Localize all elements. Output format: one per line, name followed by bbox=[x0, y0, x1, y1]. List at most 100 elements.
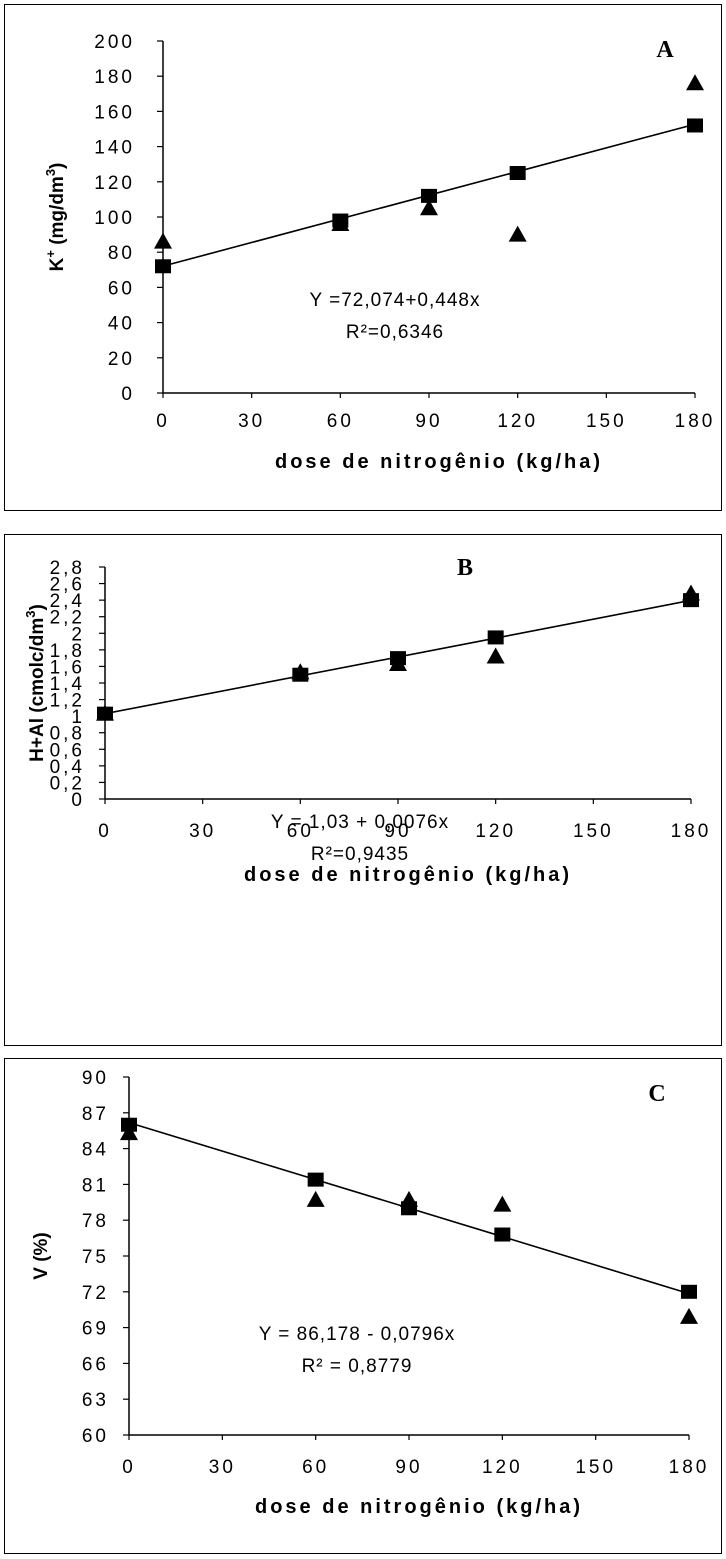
triangle-data-point bbox=[420, 199, 438, 216]
y-tick-label: 63 bbox=[82, 1390, 109, 1411]
triangle-data-point bbox=[306, 1190, 325, 1207]
x-tick-label: 120 bbox=[475, 821, 516, 842]
y-tick-label: 0,6 bbox=[50, 740, 85, 761]
y-tick-label: 66 bbox=[82, 1354, 109, 1375]
triangle-data-point bbox=[120, 1124, 138, 1141]
x-tick-label: 180 bbox=[671, 821, 712, 842]
y-axis-label-part: K bbox=[47, 257, 68, 271]
r-squared-label: R²=0,9435 bbox=[311, 844, 409, 865]
x-tick-label: 180 bbox=[675, 411, 716, 432]
y-tick-label: 75 bbox=[82, 1247, 109, 1268]
y-tick-label: 180 bbox=[94, 67, 135, 88]
y-axis-label-part: H+Al (cmolc/dm bbox=[27, 618, 48, 762]
chart-a-svg: 0 20 40 60 80 100 120 140 160 180 200 0 30 60 90 120 150… bbox=[43, 32, 716, 473]
x-tick-label: 0 bbox=[122, 1457, 136, 1478]
chart-c-svg: 60 63 66 69 72 75 78 81 84 87 90 0 30 60 90 120 150 180 do… bbox=[31, 1068, 706, 1518]
y-tick-label: 81 bbox=[82, 1175, 109, 1196]
y-tick-label: 140 bbox=[94, 138, 135, 159]
y-tick-label: 78 bbox=[82, 1211, 109, 1232]
chart-panel-b: 0 0,2 0,4 0,6 0,8 1 1,2 1,4 1,6 1,8 2 2,2 2,4 2,6 2,8 0… bbox=[4, 534, 722, 1046]
y-tick-label: 0,4 bbox=[50, 757, 85, 778]
x-tick-label: 0 bbox=[98, 821, 112, 842]
y-tick-label: 40 bbox=[108, 314, 135, 335]
triangle-data-point bbox=[400, 1190, 418, 1207]
square-data-point bbox=[687, 118, 703, 133]
y-tick-label: 87 bbox=[82, 1104, 109, 1125]
x-axis-label: dose de nitrogênio (kg/ha) bbox=[255, 1496, 583, 1518]
triangle-data-point bbox=[493, 1195, 512, 1212]
y-tick-label: 2,6 bbox=[50, 575, 85, 596]
y-tick-label: 1,4 bbox=[50, 674, 85, 695]
y-tick-label: 60 bbox=[108, 278, 135, 299]
y-tick-label: 2 bbox=[71, 624, 85, 645]
triangle-data-point bbox=[686, 74, 704, 91]
y-tick-label: 72 bbox=[82, 1283, 109, 1304]
triangle-data-point bbox=[680, 1307, 698, 1324]
x-axis-label: dose de nitrogênio (kg/ha) bbox=[275, 451, 603, 473]
x-tick-label: 0 bbox=[156, 411, 170, 432]
x-tick-label: 120 bbox=[482, 1457, 523, 1478]
y-tick-label: 80 bbox=[108, 243, 135, 264]
y-tick-label: 1,6 bbox=[50, 657, 85, 678]
y-tick-label: 0,2 bbox=[50, 773, 85, 794]
x-tick-label: 60 bbox=[327, 411, 354, 432]
x-tick-label: 90 bbox=[415, 411, 442, 432]
x-tick-label: 60 bbox=[302, 1457, 329, 1478]
y-axis-label: H+Al (cmolc/dm3) bbox=[23, 604, 48, 762]
y-axis-label: K+ (mg/dm3) bbox=[43, 163, 68, 272]
y-axis-label-part: ) bbox=[47, 163, 68, 169]
x-axis-label: dose de nitrogênio (kg/ha) bbox=[244, 864, 572, 886]
y-tick-label: 160 bbox=[94, 102, 135, 123]
y-tick-label: 84 bbox=[82, 1140, 109, 1161]
triangle-data-point bbox=[154, 232, 172, 249]
square-data-point bbox=[155, 259, 171, 274]
y-tick-label: 2,2 bbox=[50, 608, 85, 629]
r-squared-label: R²=0,6346 bbox=[346, 322, 444, 343]
panel-label: B bbox=[457, 555, 473, 581]
x-tick-label: 60 bbox=[287, 821, 314, 842]
y-tick-label: 2,8 bbox=[50, 558, 85, 579]
square-data-point bbox=[509, 166, 526, 180]
triangle-data-point bbox=[682, 584, 700, 601]
y-tick-label: 100 bbox=[94, 208, 135, 229]
x-tick-label: 150 bbox=[586, 411, 627, 432]
y-tick-label: 0 bbox=[121, 384, 135, 405]
regression-equation: Y = 1,03 + 0,0076x bbox=[271, 812, 449, 833]
triangle-data-point bbox=[486, 647, 505, 664]
y-axis-label: V (%) bbox=[31, 1232, 52, 1280]
x-tick-label: 120 bbox=[497, 411, 538, 432]
regression-equation: Y =72,074+0,448x bbox=[310, 290, 481, 311]
triangle-data-point bbox=[291, 663, 310, 680]
square-data-point bbox=[487, 630, 504, 645]
y-tick-label: 60 bbox=[82, 1426, 109, 1447]
triangle-data-point bbox=[508, 225, 527, 242]
triangle-data-point bbox=[331, 215, 350, 232]
chart-panel-c: 60 63 66 69 72 75 78 81 84 87 90 0 30 60 90 120 150 180 do… bbox=[4, 1058, 722, 1554]
y-tick-label: 200 bbox=[94, 32, 135, 53]
y-tick-label: 1 bbox=[71, 707, 85, 728]
panel-label: C bbox=[648, 1081, 665, 1107]
square-data-point bbox=[307, 1172, 324, 1187]
y-tick-label: 0 bbox=[71, 790, 85, 811]
y-axis-label-part: 3 bbox=[23, 610, 38, 617]
x-tick-label: 30 bbox=[238, 411, 265, 432]
x-tick-label: 30 bbox=[209, 1457, 236, 1478]
square-data-point bbox=[421, 188, 437, 203]
x-tick-label: 150 bbox=[575, 1457, 616, 1478]
regression-equation: Y = 86,178 - 0,0796x bbox=[259, 1324, 456, 1345]
y-tick-label: 1,8 bbox=[50, 641, 85, 662]
y-tick-label: 2,4 bbox=[50, 591, 85, 612]
x-tick-label: 90 bbox=[395, 1457, 422, 1478]
y-axis-label-part: (mg/dm bbox=[47, 176, 68, 250]
square-data-point bbox=[494, 1227, 511, 1242]
y-tick-label: 69 bbox=[82, 1319, 109, 1340]
triangle-data-point bbox=[389, 654, 407, 671]
y-tick-label: 120 bbox=[94, 173, 135, 194]
y-axis-label-part: 3 bbox=[43, 169, 58, 176]
panel-label: A bbox=[656, 37, 674, 63]
chart-panel-a: 0 20 40 60 80 100 120 140 160 180 200 0 30 60 90 120 150… bbox=[4, 4, 722, 511]
y-axis-label-part: ) bbox=[27, 604, 48, 610]
x-tick-label: 30 bbox=[189, 821, 216, 842]
y-axis-label-part: + bbox=[43, 250, 58, 258]
chart-b-svg: 00,20,40,60,811,21,41,61,822,22,42,62,80… bbox=[23, 555, 712, 886]
